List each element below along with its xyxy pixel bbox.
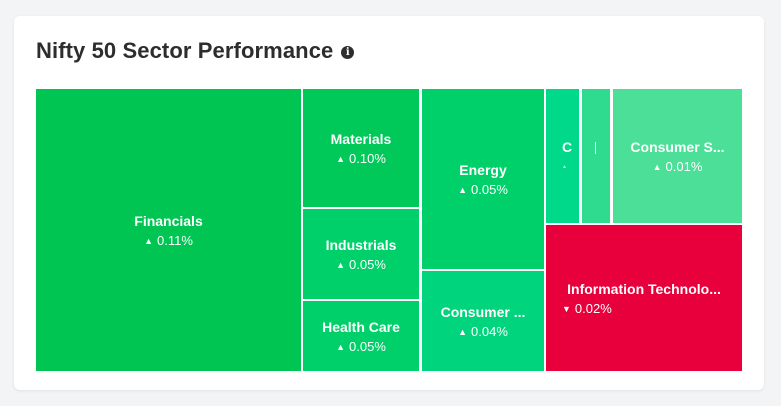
sector-tile-materials[interactable]: Materials ▲ 0.10% <box>303 89 419 207</box>
sector-change: ▲ 0.05% <box>458 182 508 198</box>
sector-change-value: 0.11% <box>157 232 193 248</box>
sector-change-value: 0.01% <box>665 158 703 174</box>
widget-title: Nifty 50 Sector Performance i <box>36 38 355 64</box>
sector-name: Materials <box>330 130 392 147</box>
sector-tile-communication[interactable]: C ▲ <box>546 89 579 223</box>
sector-tile-consumer-staples[interactable]: Consumer S... ▲ 0.01% <box>613 89 742 223</box>
widget-title-text: Nifty 50 Sector Performance <box>36 38 334 63</box>
sector-change: ▲ 0.05% <box>336 339 386 355</box>
sector-name: Consumer S... <box>630 138 725 155</box>
sector-tile-industrials[interactable]: Industrials ▲ 0.05% <box>303 209 419 299</box>
sector-name: Financials <box>134 212 203 229</box>
triangle-up-icon: ▲ <box>652 161 662 172</box>
sector-change: ▲ <box>562 159 571 175</box>
sector-change: ▲ 0.05% <box>336 257 386 273</box>
triangle-up-icon: ▲ <box>336 341 346 352</box>
sector-name: Information Technolo... <box>567 280 721 297</box>
sector-change-value: 0.05% <box>349 256 386 272</box>
sector-tile-consumer-discretionary[interactable]: Consumer ... ▲ 0.04% <box>422 271 544 371</box>
triangle-down-icon: ▼ <box>562 303 571 314</box>
triangle-up-icon: ▲ <box>458 184 468 195</box>
sector-change-value: 0.05% <box>471 181 508 197</box>
sector-change: ▲ 0.11% <box>144 233 193 249</box>
sector-change-value: 0.05% <box>349 338 386 354</box>
sector-name: Industrials <box>325 236 397 253</box>
sector-name: C <box>562 138 573 155</box>
sector-change: ▲ 0.10% <box>336 151 386 167</box>
sector-tile-unlabeled[interactable] <box>582 89 610 223</box>
sector-change: ▼ 0.02% <box>562 301 612 317</box>
sector-name: Health Care <box>322 318 400 335</box>
sector-change-value: 0.02% <box>574 300 612 316</box>
sector-performance-card: Nifty 50 Sector Performance i Financials… <box>14 16 764 390</box>
triangle-up-icon: ▲ <box>144 235 153 246</box>
sector-change: ▲ 0.01% <box>653 159 703 175</box>
triangle-up-icon: ▲ <box>336 259 346 270</box>
triangle-up-icon: ▲ <box>336 153 346 164</box>
sector-tile-health-care[interactable]: Health Care ▲ 0.05% <box>303 301 419 371</box>
sector-tile-energy[interactable]: Energy ▲ 0.05% <box>422 89 544 269</box>
sector-treemap: Financials ▲ 0.11% Materials ▲ 0.10% Ind… <box>36 89 742 371</box>
triangle-up-icon: ▲ <box>458 326 468 337</box>
sector-tile-information-technology[interactable]: Information Technolo... ▼ 0.02% <box>546 225 742 371</box>
sector-change-value: 0.04% <box>471 323 508 339</box>
sector-change: ▲ 0.04% <box>458 324 508 340</box>
triangle-up-icon: ▲ <box>562 163 567 170</box>
sector-name: Energy <box>459 161 507 178</box>
sector-tile-financials[interactable]: Financials ▲ 0.11% <box>36 89 301 371</box>
sector-change-value: 0.10% <box>349 150 386 166</box>
sector-divider-mark <box>595 142 596 154</box>
sector-name: Consumer ... <box>440 303 526 320</box>
info-icon[interactable]: i <box>341 46 355 59</box>
